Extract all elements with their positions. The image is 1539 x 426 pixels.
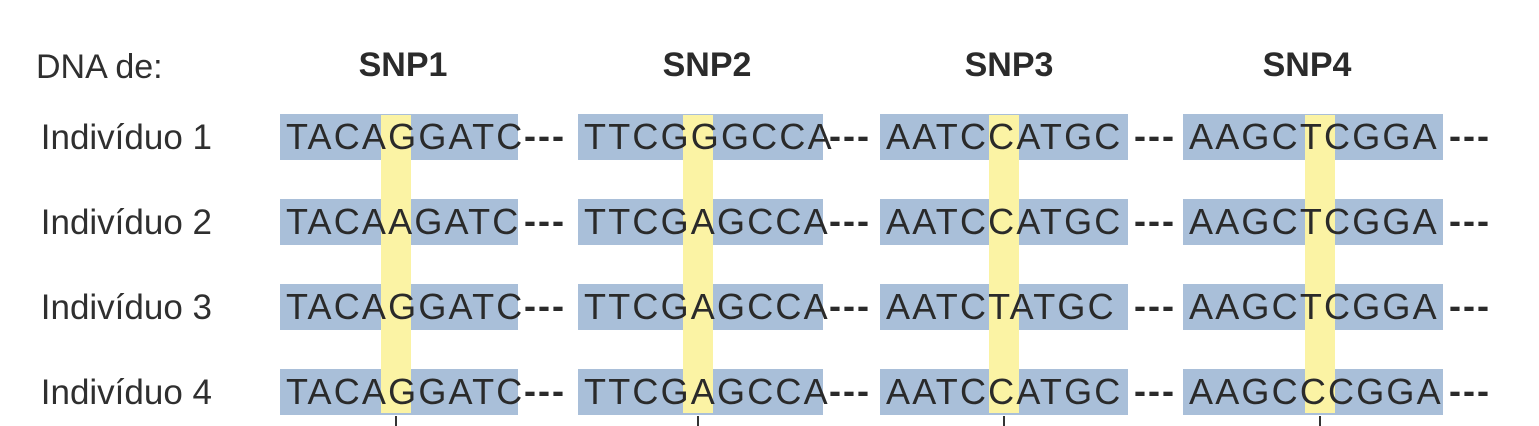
snp-title-2: SNP2 <box>662 46 752 84</box>
sequence-text-r2-s4: AAGCTCGGA <box>1189 201 1439 242</box>
snp-tick-4 <box>1319 416 1321 426</box>
sequence-text-r4-s4: AAGCCCGGA <box>1189 371 1443 412</box>
separator-dashes-r4-s1: --- <box>524 370 566 411</box>
sequence-text-r4-s3: AATCCATGC <box>886 371 1123 412</box>
sequence-text-r2-s1: TACAAGATC <box>286 201 521 242</box>
individual-label-3: Indivíduo 3 <box>40 288 212 327</box>
separator-dashes-r1-s3: --- <box>1134 115 1176 156</box>
dna-from-label: DNA de: <box>36 48 163 86</box>
snp-tick-2 <box>697 416 699 426</box>
sequence-text-r3-s1: TACAGGATC <box>286 286 525 327</box>
snp-title-4: SNP4 <box>1262 46 1352 84</box>
sequence-text-r1-s3: AATCCATGC <box>886 116 1123 157</box>
separator-dashes-r4-s4: --- <box>1449 370 1491 411</box>
sequence-text-r3-s2: TTCGAGCCA <box>584 286 830 327</box>
separator-dashes-r3-s2: --- <box>829 285 871 326</box>
snp-title-3: SNP3 <box>964 46 1054 84</box>
snp-tick-1 <box>395 416 397 426</box>
separator-dashes-r3-s4: --- <box>1449 285 1491 326</box>
separator-dashes-r2-s4: --- <box>1449 200 1491 241</box>
sequence-text-r3-s4: AAGCTCGGA <box>1189 286 1439 327</box>
separator-dashes-r3-s1: --- <box>524 285 566 326</box>
separator-dashes-r4-s3: --- <box>1134 370 1176 411</box>
snp-title-1: SNP1 <box>358 46 448 84</box>
sequence-text-r1-s4: AAGCTCGGA <box>1189 116 1439 157</box>
separator-dashes-r1-s4: --- <box>1449 115 1491 156</box>
snp-highlight-band-3 <box>989 115 1019 413</box>
separator-dashes-r4-s2: --- <box>829 370 871 411</box>
separator-dashes-r1-s1: --- <box>524 115 566 156</box>
sequence-text-r4-s1: TACAGGATC <box>286 371 525 412</box>
individual-label-4: Indivíduo 4 <box>40 373 212 412</box>
separator-dashes-r2-s3: --- <box>1134 200 1176 241</box>
snp-highlight-band-1 <box>381 115 411 413</box>
separator-dashes-r2-s1: --- <box>524 200 566 241</box>
separator-dashes-r2-s2: --- <box>829 200 871 241</box>
separator-dashes-r1-s2: --- <box>829 115 871 156</box>
sequence-text-r3-s3: AATCTATGC <box>886 286 1116 327</box>
snp-tick-3 <box>1003 416 1005 426</box>
sequence-text-r2-s3: AATCCATGC <box>886 201 1123 242</box>
individual-label-2: Indivíduo 2 <box>40 203 212 242</box>
sequence-text-r4-s2: TTCGAGCCA <box>584 371 830 412</box>
sequence-text-r1-s2: TTCGGGCCA <box>584 116 834 157</box>
sequence-text-r2-s2: TTCGAGCCA <box>584 201 830 242</box>
snp-highlight-band-4 <box>1305 115 1335 413</box>
individual-label-1: Indivíduo 1 <box>40 118 212 157</box>
sequence-text-r1-s1: TACAGGATC <box>286 116 525 157</box>
snp-highlight-band-2 <box>683 115 713 413</box>
separator-dashes-r3-s3: --- <box>1134 285 1176 326</box>
